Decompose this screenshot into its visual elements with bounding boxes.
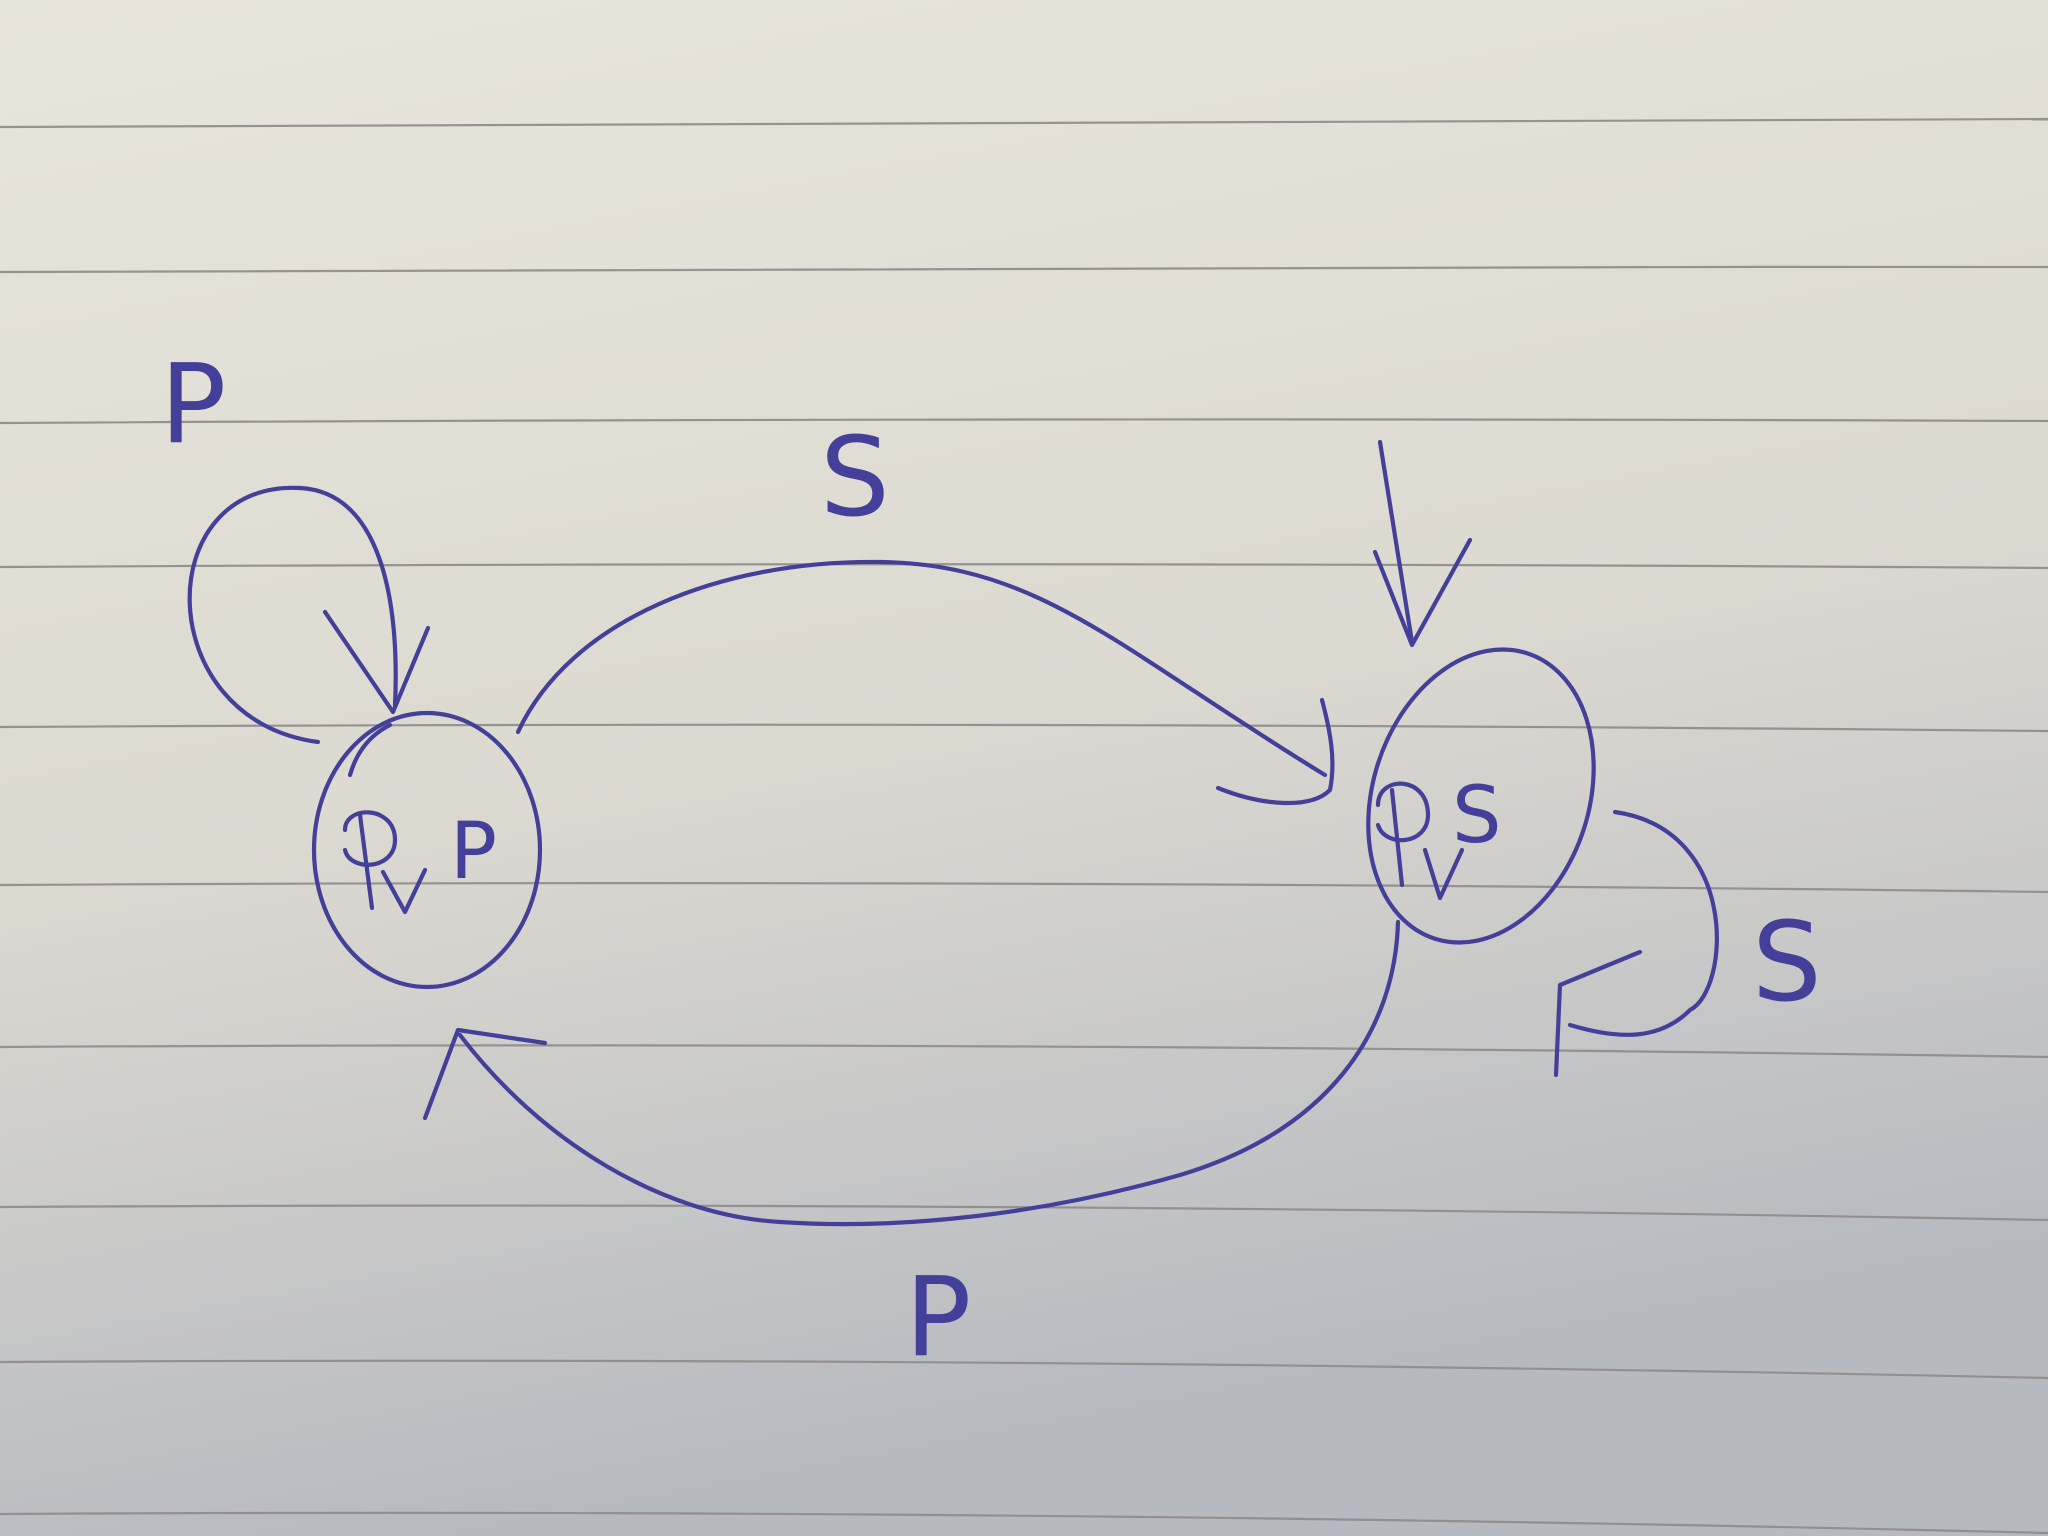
- ruled-line: [0, 723, 2048, 733]
- ruled-lines: [0, 117, 2048, 1535]
- state-circle-left-overdraw: [347, 722, 393, 778]
- transition-left-to-right-arrowhead: [1215, 697, 1335, 806]
- initial-arrow-right-head: [1372, 537, 1473, 648]
- node-left-label: P: [450, 807, 497, 897]
- edge-label-left-self: P: [160, 340, 226, 468]
- self-loop-right: [1567, 809, 1719, 1037]
- node-right-or-glyph: [1422, 847, 1465, 901]
- node-left-or-glyph: [380, 867, 428, 915]
- state-circle-left: [311, 710, 543, 990]
- transition-right-to-left-arrowhead: [422, 1027, 548, 1121]
- edge-label-left-to-right: S: [820, 413, 890, 541]
- transition-left-to-right: [515, 559, 1328, 778]
- ruled-line: [0, 1359, 2048, 1380]
- node-left-phi-glyph: [342, 810, 398, 911]
- state-diagram: [187, 439, 1719, 1227]
- ruled-line: [0, 1044, 2048, 1059]
- ruled-line: [0, 563, 2048, 570]
- node-right-label: S: [1452, 771, 1502, 861]
- state-circle-right: [1366, 647, 1596, 945]
- self-loop-right-arrowhead: [1553, 949, 1643, 1078]
- ruled-line: [0, 1204, 2048, 1222]
- self-loop-left: [187, 485, 398, 745]
- ruled-line: [0, 1511, 2048, 1535]
- ruled-line: [0, 882, 2048, 894]
- self-loop-left-arrowhead: [322, 609, 431, 715]
- initial-arrow-right-shaft: [1377, 439, 1415, 645]
- edge-label-right-self: S: [1752, 898, 1822, 1026]
- ruled-line: [0, 418, 2048, 425]
- node-right-phi-glyph: [1375, 781, 1431, 888]
- edge-label-right-to-left: P: [905, 1253, 971, 1381]
- ruled-line: [0, 117, 2048, 129]
- transition-right-to-left: [457, 919, 1401, 1227]
